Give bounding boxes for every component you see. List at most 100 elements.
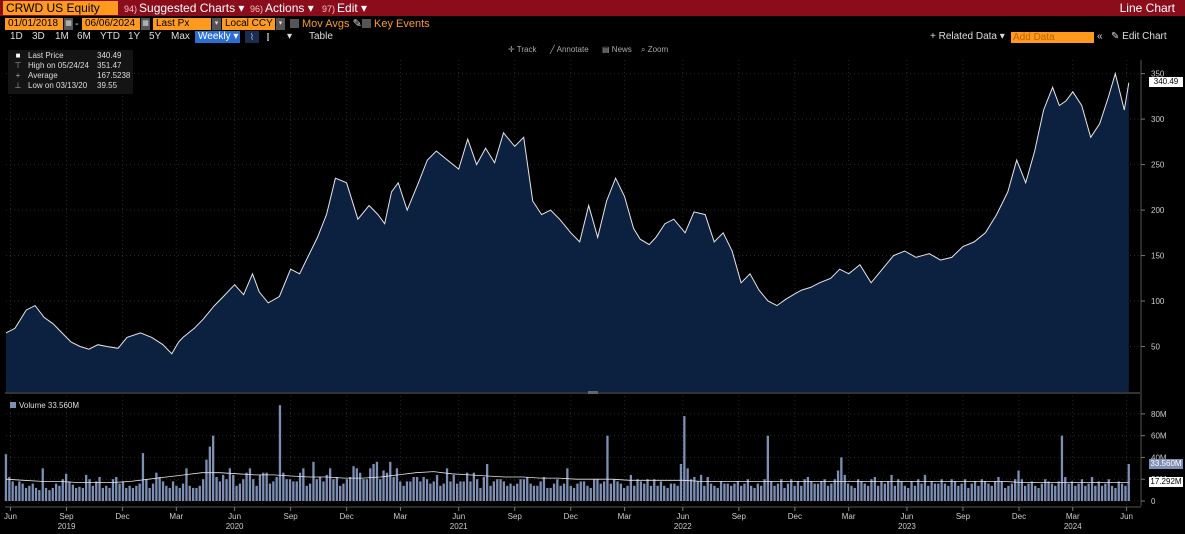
volume-tag: 33.560M xyxy=(1149,459,1183,469)
zoom-label: Zoom xyxy=(647,45,669,54)
volume-bar xyxy=(476,479,479,501)
price-field-select[interactable]: Last Px xyxy=(153,18,211,30)
volume-bar xyxy=(225,479,228,501)
mov-avgs-checkbox[interactable] xyxy=(290,19,299,28)
volume-bar xyxy=(168,487,171,501)
period-button-6m[interactable]: 6M xyxy=(77,31,91,42)
volume-bar xyxy=(466,472,469,501)
more-icon[interactable]: ▾ xyxy=(287,31,293,42)
volume-bar xyxy=(867,485,870,501)
calendar-icon[interactable]: ▦ xyxy=(64,18,73,30)
volume-bar xyxy=(155,472,158,501)
volume-bar xyxy=(268,483,272,501)
edit-chart-button[interactable]: ✎ Edit Chart xyxy=(1111,31,1167,43)
volume-bar xyxy=(1007,485,1010,501)
volume-bar xyxy=(877,485,880,501)
zoom-tool[interactable]: ⌕ Zoom xyxy=(641,45,668,55)
volume-bar xyxy=(512,485,516,501)
period-button-max[interactable]: Max xyxy=(171,31,190,42)
volume-bar xyxy=(1074,485,1077,501)
volume-bar xyxy=(385,472,389,501)
volume-bar xyxy=(907,487,910,501)
table-button[interactable]: Table xyxy=(309,31,333,42)
volume-bar xyxy=(773,485,776,501)
volume-bar xyxy=(763,479,766,501)
volume-bar xyxy=(656,485,659,501)
calendar-icon[interactable]: ▦ xyxy=(141,18,150,30)
frequency-select[interactable]: Weekly ▾ xyxy=(195,31,240,43)
end-date-field[interactable]: 06/06/2024 xyxy=(82,18,140,30)
volume-bar xyxy=(345,479,348,501)
volume-bar xyxy=(823,479,826,501)
volume-bar xyxy=(913,485,917,501)
news-tool[interactable]: ▤ News xyxy=(602,45,632,55)
volume-bar xyxy=(599,483,602,501)
volume-bar xyxy=(171,481,175,501)
suggested-charts-menu[interactable]: 94) Suggested Charts ▾ xyxy=(124,0,244,16)
volume-bar xyxy=(733,483,736,501)
track-tool[interactable]: ✛ Track xyxy=(508,45,536,55)
annotate-tool[interactable]: ╱ Annotate xyxy=(550,45,589,55)
menu-label: Actions xyxy=(265,1,305,15)
volume-bar xyxy=(44,487,48,501)
volume-bar xyxy=(68,481,71,501)
volume-bar xyxy=(318,477,322,501)
volume-bar xyxy=(890,474,893,501)
volume-bar xyxy=(850,485,853,501)
menu-label: Edit xyxy=(337,1,358,15)
volume-bar xyxy=(1050,483,1054,501)
volume-bar xyxy=(1027,483,1030,501)
volume-bar xyxy=(1017,470,1020,501)
volume-bar xyxy=(636,479,639,501)
volume-bar xyxy=(382,470,385,501)
currency-select[interactable]: Local CCY xyxy=(222,18,275,30)
period-button-ytd[interactable]: YTD xyxy=(100,31,120,42)
period-button-1y[interactable]: 1Y xyxy=(128,31,141,42)
volume-bar xyxy=(462,481,465,501)
period-button-5y[interactable]: 5Y xyxy=(149,31,162,42)
volume-bar xyxy=(1120,483,1124,501)
line-chart-icon[interactable]: ⌇ xyxy=(245,31,259,43)
period-button-3d[interactable]: 3D xyxy=(32,31,45,42)
collapse-icon[interactable]: « xyxy=(1097,31,1103,42)
volume-bar xyxy=(292,481,295,501)
volume-bar xyxy=(770,481,773,501)
volume-bar xyxy=(963,479,967,501)
ticker-field[interactable]: CRWD US Equity xyxy=(3,1,118,15)
volume-bar xyxy=(709,483,713,501)
related-data-menu[interactable]: + Related Data ▾ xyxy=(930,31,1005,43)
volume-bar xyxy=(1104,483,1107,501)
period-button-1d[interactable]: 1D xyxy=(10,31,23,42)
volume-bar xyxy=(529,483,532,501)
volume-bar xyxy=(1040,483,1043,501)
volume-bar xyxy=(339,485,342,501)
actions-menu[interactable]: 96) Actions ▾ xyxy=(250,0,314,16)
volume-bar xyxy=(953,481,957,501)
volume-bar xyxy=(816,483,820,501)
volume-bar xyxy=(1034,485,1037,501)
add-data-input[interactable]: Add Data xyxy=(1011,32,1094,43)
key-events-checkbox[interactable] xyxy=(362,19,371,28)
volume-bar xyxy=(499,479,502,501)
chevron-down-icon[interactable]: ▾ xyxy=(276,18,285,30)
volume-bar xyxy=(970,483,973,501)
volume-bar xyxy=(496,479,499,501)
volume-bar xyxy=(422,477,425,501)
start-date-field[interactable]: 01/01/2018 xyxy=(5,18,63,30)
chevron-down-icon[interactable]: ▾ xyxy=(212,18,221,30)
key-events-label[interactable]: Key Events xyxy=(374,18,430,30)
volume-bar xyxy=(616,481,619,501)
period-button-1m[interactable]: 1M xyxy=(55,31,69,42)
volume-bar xyxy=(41,468,44,501)
volume-bar xyxy=(659,481,663,501)
volume-bar xyxy=(693,477,696,501)
volume-bar xyxy=(917,479,920,501)
volume-bar xyxy=(442,483,445,501)
legend-value: 39.55 xyxy=(97,81,118,90)
mov-avgs-label[interactable]: Mov Avgs ✎ xyxy=(302,17,362,31)
volume-bar xyxy=(352,466,355,501)
pencil-icon[interactable]: ✎ xyxy=(352,18,362,30)
edit-menu[interactable]: 97) Edit ▾ xyxy=(322,0,367,16)
candle-chart-icon[interactable]: ⫿ xyxy=(261,31,275,43)
